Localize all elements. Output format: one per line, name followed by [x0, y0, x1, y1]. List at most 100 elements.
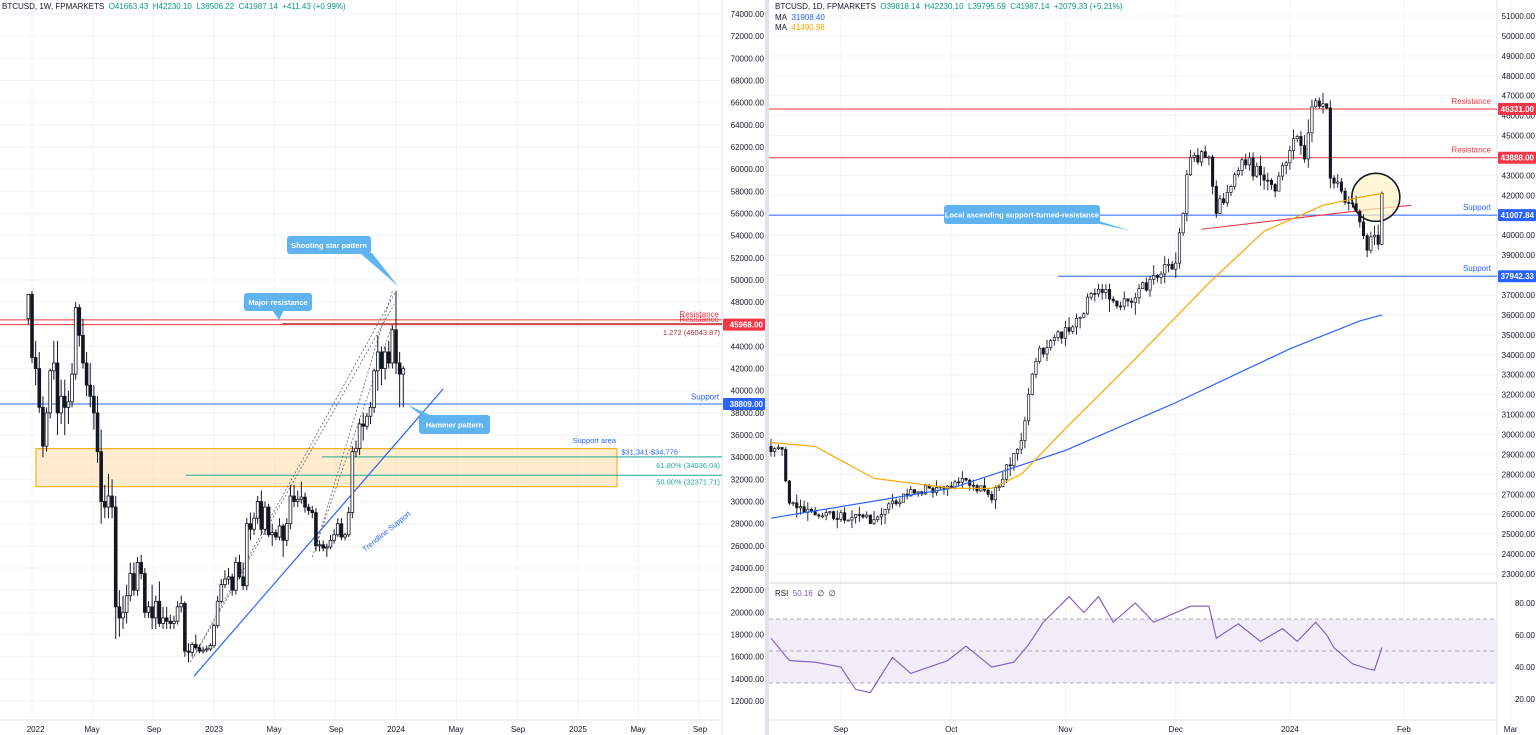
candle-body — [361, 423, 366, 427]
candle-body — [1122, 298, 1126, 307]
candle-body — [1284, 162, 1288, 166]
major-resistance-callout-box — [244, 293, 312, 311]
candle-body — [153, 600, 158, 619]
time-tick-label: May — [84, 725, 99, 734]
candle-body — [117, 606, 122, 619]
candle-body — [1295, 136, 1299, 140]
price-tick-label: 74000.00 — [731, 10, 765, 19]
support-label: Support — [1463, 264, 1492, 273]
price-tick-label: 62000.00 — [731, 143, 765, 152]
price-tick-label: 36000.00 — [1502, 311, 1536, 320]
candle-body — [780, 447, 784, 450]
candle-body — [110, 495, 114, 508]
daily-chart[interactable]: 51000.00 50000.00 49000.00 48000.00 47000.00… — [769, 0, 1536, 735]
candle-body — [909, 489, 913, 497]
local-ascending-line — [1201, 208, 1371, 230]
candle-body — [299, 496, 304, 500]
price-tick-label: 49000.00 — [1502, 52, 1536, 61]
price-tick-label: 64000.00 — [731, 121, 765, 130]
support-price-tag-bg — [1498, 209, 1536, 222]
candle-body — [1244, 159, 1248, 166]
candle-body — [339, 523, 344, 538]
price-tick-label: 56000.00 — [731, 209, 765, 218]
candle-body — [62, 395, 67, 408]
candle-body — [183, 603, 187, 652]
candle-body — [99, 451, 103, 502]
candle-body — [201, 649, 205, 652]
time-tick-label: Dec — [1169, 725, 1183, 734]
candle-body — [350, 451, 355, 514]
candle-body — [335, 523, 340, 536]
ma-fast-legend[interactable]: MA 31908.40 — [775, 13, 825, 22]
candle-body — [1034, 360, 1038, 375]
candle-body — [898, 501, 902, 505]
candle-body — [846, 519, 850, 522]
candle-body — [1019, 440, 1023, 450]
candle-body — [325, 546, 329, 549]
ma-slow-legend[interactable]: MA 41490.98 — [775, 23, 825, 32]
weekly-chart[interactable]: 74000.00 72000.00 70000.00 68000.00 66000.00… — [0, 0, 765, 735]
candle-body — [106, 495, 111, 508]
price-tick-label: 34000.00 — [1502, 351, 1536, 360]
candle-body — [306, 506, 311, 511]
local-callout-box — [944, 205, 1100, 224]
price-tick-label: 51000.00 — [1502, 12, 1536, 21]
candle-body — [92, 395, 96, 414]
candle-body — [386, 351, 391, 364]
candle-body — [1060, 331, 1064, 339]
resistance-label: Resistance — [679, 315, 719, 324]
candle-body — [1074, 317, 1078, 328]
daily-header: BTCUSD, 1D, FPMARKETS O39818.14 H42230.1… — [775, 2, 1122, 11]
candle-body — [1269, 179, 1274, 185]
candle-body — [244, 523, 249, 587]
price-tick-label: 58000.00 — [731, 187, 765, 196]
price-tick-label: 35000.00 — [1502, 331, 1536, 340]
candle-body — [132, 573, 136, 591]
support-price-tag: 37942.33 — [1501, 272, 1535, 281]
candle-body — [397, 362, 402, 375]
candle-body — [281, 525, 285, 541]
candle-body — [912, 489, 917, 494]
candle-body — [809, 508, 814, 512]
major-resistance-callout-text: Major resistance — [248, 298, 307, 307]
candle-body — [824, 512, 828, 517]
candle-body — [346, 512, 351, 536]
symbol-label: BTCUSD, 1D, FPMARKETS — [775, 2, 876, 11]
candle-body — [1222, 198, 1226, 204]
panel-divider[interactable] — [765, 0, 769, 735]
candle-body — [820, 515, 825, 518]
candle-body — [798, 506, 802, 509]
candle-body — [1339, 181, 1343, 192]
candle-body — [1012, 453, 1016, 467]
price-tick-label: 23000.00 — [1502, 570, 1536, 579]
resistance-price-tag: 45968.00 — [730, 321, 764, 330]
hammer-callout-pointer — [408, 405, 432, 416]
price-tick-label: 66000.00 — [731, 99, 765, 108]
candle-body — [1188, 156, 1193, 175]
time-tick-label: Sep — [147, 725, 162, 734]
candle-body — [1038, 347, 1042, 362]
hammer-callout-text: Hammer pattern — [426, 421, 484, 430]
candle-body — [248, 523, 253, 530]
candle-body — [1229, 186, 1233, 193]
candle-body — [861, 514, 865, 518]
price-tick-label: 28000.00 — [1502, 470, 1536, 479]
rsi-legend[interactable]: RSI 50.16 ∅ ∅ — [775, 589, 836, 598]
candle-body — [190, 644, 194, 653]
candle-body — [103, 501, 107, 508]
local-callout-text: Local ascending support-turned-resistanc… — [945, 211, 1099, 220]
candle-body — [255, 501, 260, 519]
resistance-price-tag-bg — [1498, 103, 1536, 116]
candle-body — [916, 491, 920, 494]
candle-body — [284, 523, 289, 541]
fib-ray — [193, 304, 395, 657]
low-value: L38506.22 — [196, 2, 235, 11]
candle-body — [59, 395, 63, 414]
candle-body — [1085, 296, 1090, 315]
support-label: Support — [691, 392, 720, 401]
resistance-price-tag: 46331.00 — [1501, 105, 1535, 114]
candle-body — [394, 329, 398, 364]
time-tick-label: Sep — [834, 725, 849, 734]
candle-body — [317, 544, 322, 547]
candle-body — [33, 357, 38, 369]
